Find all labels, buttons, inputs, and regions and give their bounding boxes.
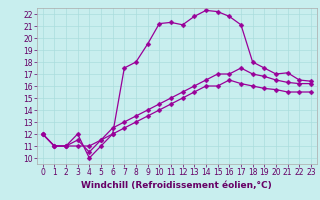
- X-axis label: Windchill (Refroidissement éolien,°C): Windchill (Refroidissement éolien,°C): [81, 181, 272, 190]
